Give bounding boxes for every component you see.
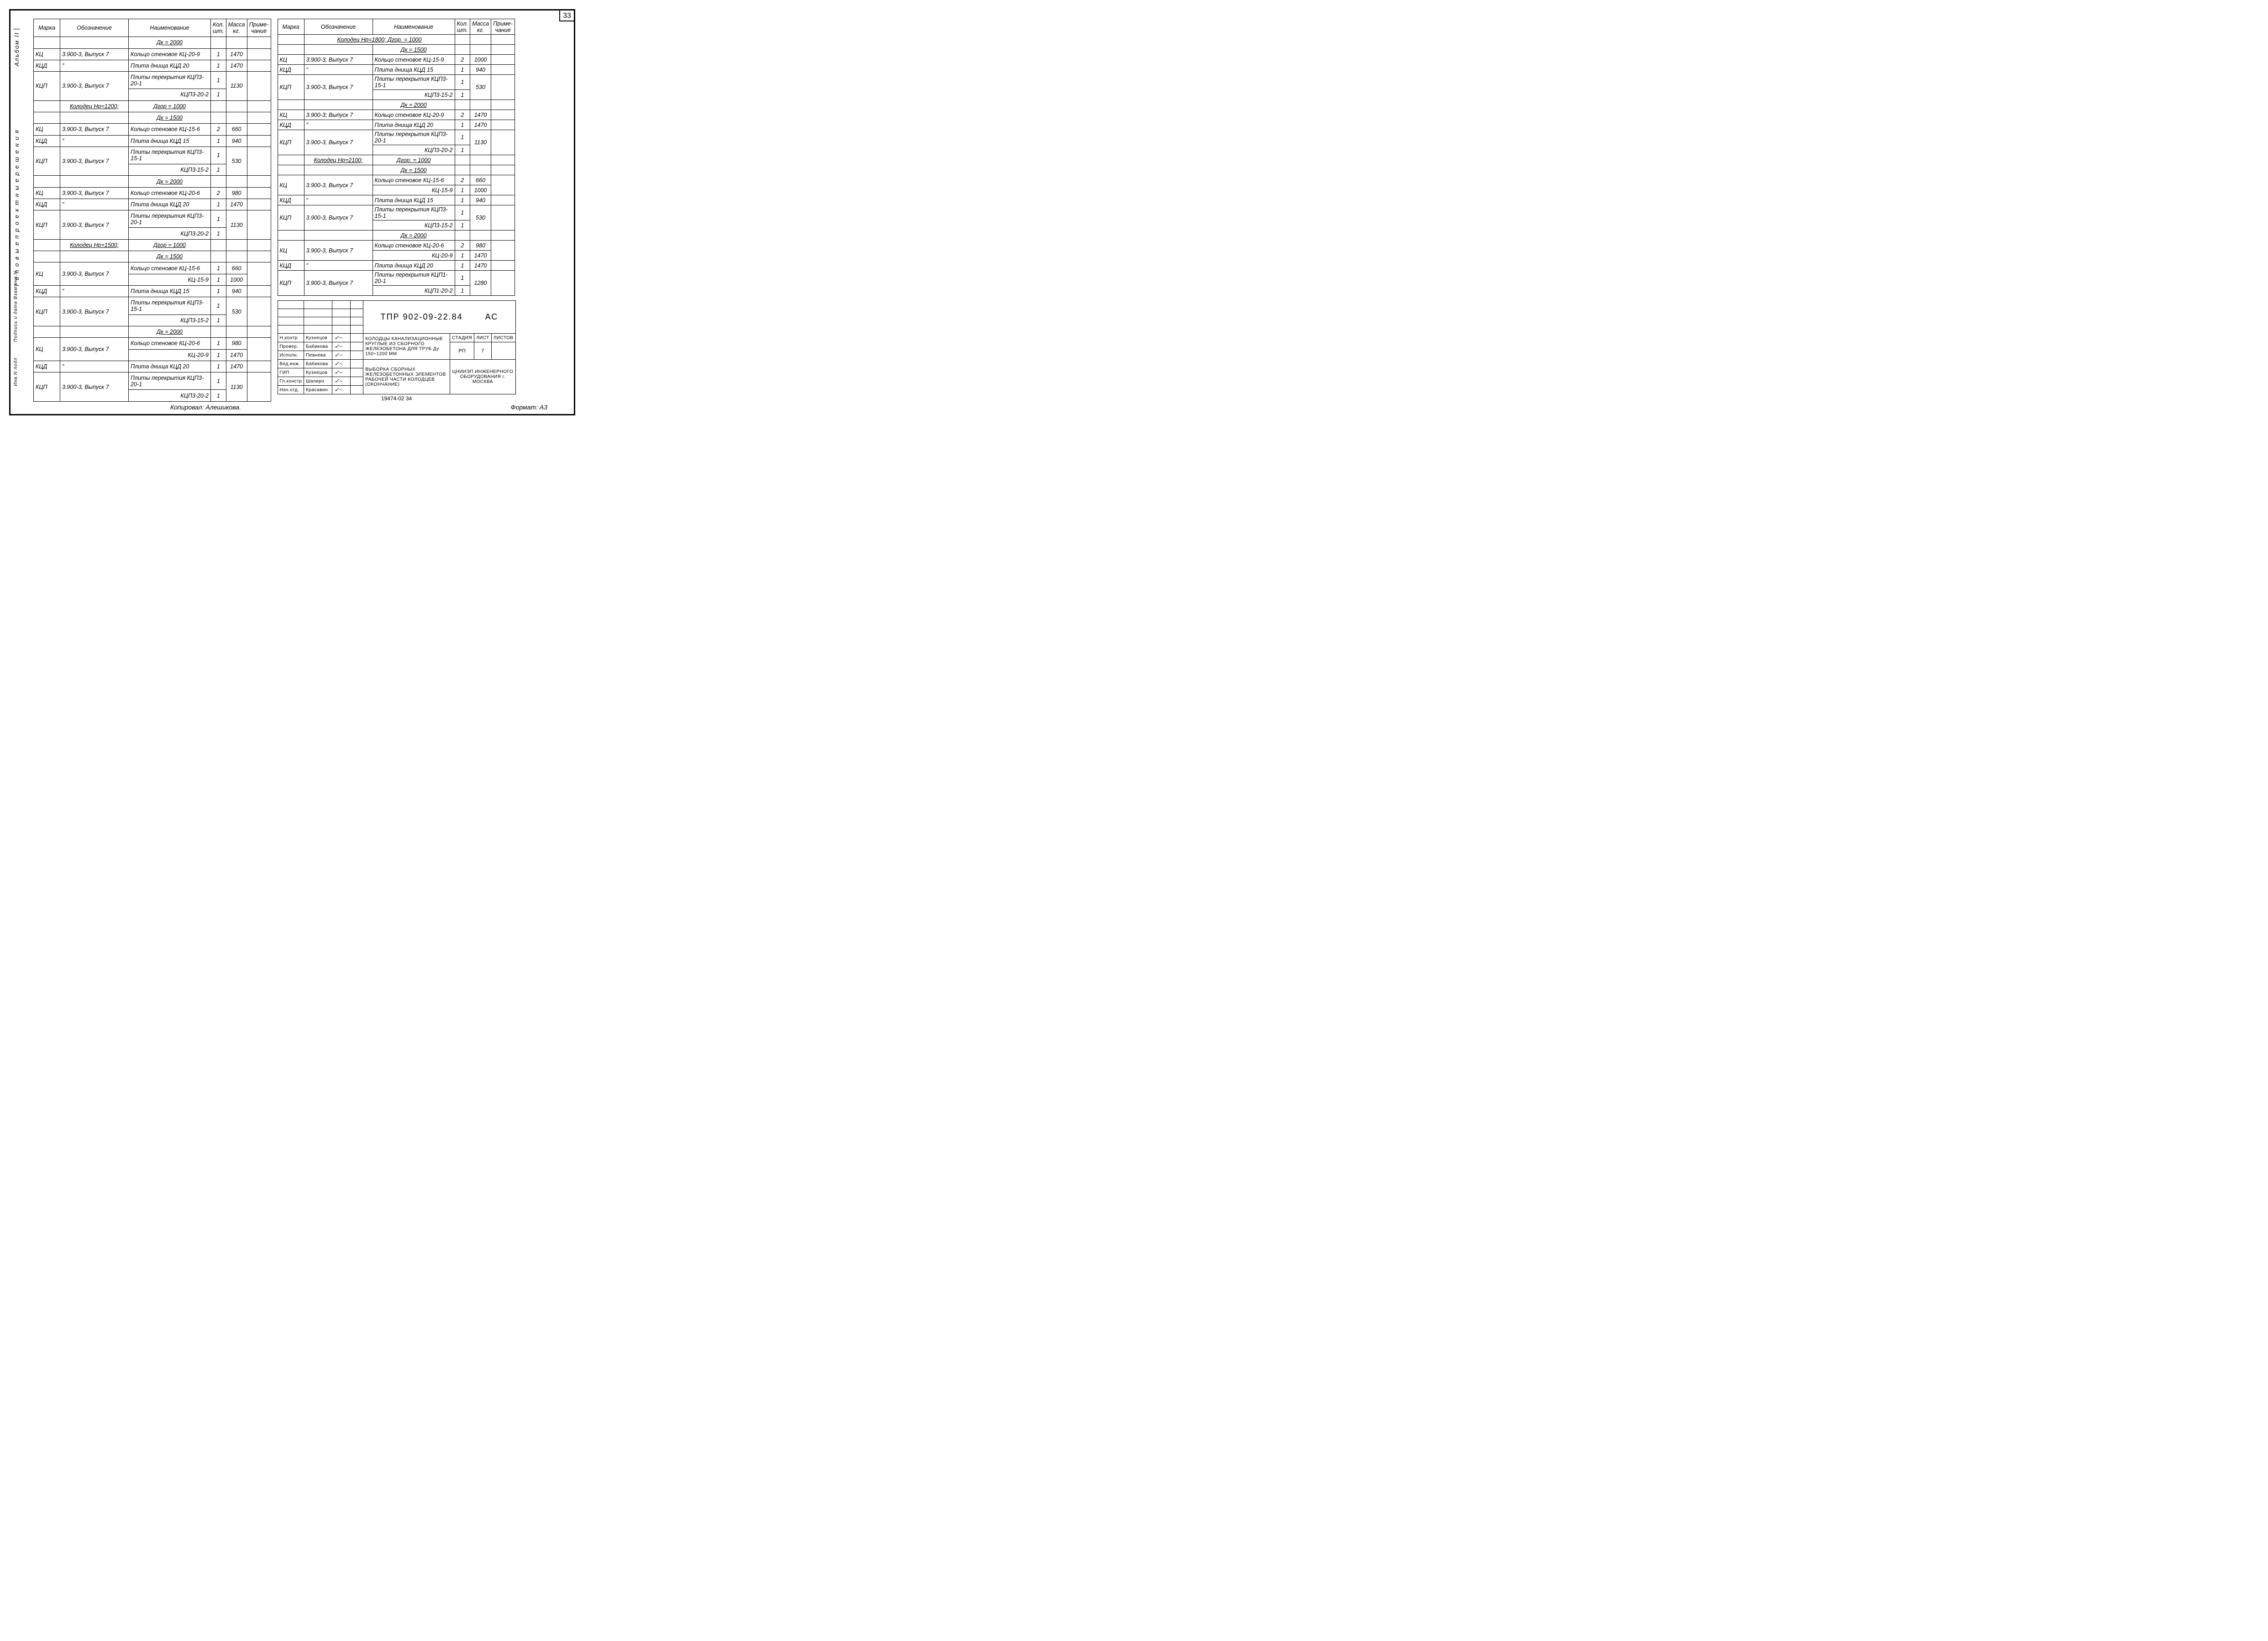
tb-series: АС	[485, 312, 499, 321]
table-row: КЦ 3.900-3, Выпуск 7 Кольцо стеновое КЦ-…	[34, 262, 271, 274]
table-row: КЦ 3.900-3, Выпуск 7 Кольцо стеновое КЦ-…	[34, 124, 271, 135]
table-row: КЦП 3.900-3, Выпуск 7 Плиты перекрытия К…	[34, 210, 271, 228]
section-header: Дк = 2000	[278, 100, 515, 110]
table-row: КЦД ″ Плита днища КЦД 20 1 1470	[34, 361, 271, 372]
section-header: Дк = 2000	[34, 326, 271, 337]
table-row: КЦ 3.900-3; Выпуск 7 Кольцо стеновое КЦ-…	[278, 110, 515, 120]
table-row: КЦД ″ Плита днища КЦД 20 1 1470	[278, 120, 515, 130]
section-header: Дк = 1500	[278, 45, 515, 55]
section-header: Колодец Нр=1800; Дгор. = 1000	[278, 35, 515, 45]
footer-copied: Копировал: Алешикова.	[170, 404, 241, 411]
table-row: КЦП 3.900-3, Выпуск 7 Плиты перекрытия К…	[34, 372, 271, 390]
tb-role-row: Н.контр Кузнецов ✓~ КОЛОДЦЫ КАНАЛИЗАЦИОН…	[278, 334, 515, 342]
table-row: КЦП 3.900-3, Выпуск 7 Плиты перекрытия К…	[34, 297, 271, 315]
table-row: КЦД ″ Плита днища КЦД 15 1 940	[34, 135, 271, 147]
th-marka: Марка	[34, 19, 60, 37]
side-label-inv: Инв.N подл	[13, 357, 18, 386]
table-row: КЦП 3.900-3, Выпуск 7 Плиты перекрытия К…	[278, 75, 515, 90]
table-row: КЦП 3.900-3, Выпуск 7 Плиты перекрытия К…	[278, 205, 515, 220]
signature: ✓~	[332, 334, 351, 342]
th-mass: Масса кг.	[470, 19, 491, 35]
th-oboz: Обозначение	[60, 19, 129, 37]
th-mass: Масса кг.	[226, 19, 247, 37]
th-marka: Марка	[278, 19, 304, 35]
signature: ✓~	[332, 386, 351, 394]
section-header: Колодец Нр=2100; Дгор. = 1000	[278, 155, 515, 165]
table-row: КЦ 3.900-3, Выпуск 7 Кольцо стеновое КЦ-…	[34, 338, 271, 349]
tb-code: ТПР 902-09-22.84	[381, 312, 463, 321]
th-kol: Кол. шт.	[211, 19, 226, 37]
section-header: Дк = 2000	[34, 176, 271, 187]
footer-format: Формат: А3	[511, 404, 548, 411]
side-label-sig: Подпись и дата Взам.инв.N	[13, 271, 18, 342]
th-kol: Кол. шт.	[455, 19, 470, 35]
tb-org: ЦНИИЭП ИНЖЕНЕРНОГО ОБОРУДОВАНИЯ г. МОСКВ…	[450, 360, 515, 394]
table-row: КЦ 3.900-3, Выпуск 7 Кольцо стеновое КЦ-…	[34, 48, 271, 60]
table-row: КЦ 3.900-3, Выпуск 7 Кольцо стеновое КЦ-…	[278, 55, 515, 65]
table-row: КЦД ″ Плита днища КЦД 20 1 1470	[34, 60, 271, 71]
th-naim: Наименование	[373, 19, 455, 35]
tb-stage: РП	[450, 342, 474, 360]
th-oboz: Обозначение	[304, 19, 373, 35]
table-row: КЦД ″ Плита днища КЦД 15 1 940	[34, 286, 271, 297]
th-naim: Наименование	[129, 19, 211, 37]
tb-sheet-h: ЛИСТ	[474, 334, 492, 342]
section-header: Дк = 1500	[278, 165, 515, 175]
table-row: КЦП 3.900-3, Выпуск 7 Плиты перекрытия К…	[34, 147, 271, 164]
table-row: КЦД ″ Плита днища КЦД 15 1 940	[278, 195, 515, 205]
section-header: Дк = 1500	[34, 251, 271, 262]
tb-sheet: 7	[474, 342, 492, 360]
tb-below: 19474-02 34	[278, 395, 516, 402]
tb-role-row: Вед.инж. Бабикова ✓~ ВЫБОРКА СБОРНЫХ ЖЕЛ…	[278, 360, 515, 368]
spec-table-right: Марка Обозначение Наименование Кол. шт. …	[278, 19, 515, 296]
signature: ✓~	[332, 368, 351, 377]
section-header: Колодец Нр=1200; Дгор = 1000	[34, 100, 271, 112]
side-label-album: Альбом II	[13, 29, 20, 66]
table-row: КЦД ″ Плита днища КЦД 20 1 1470	[34, 199, 271, 210]
table-row: КЦП 3.900-3, Выпуск 7 Плиты перекрытия К…	[34, 72, 271, 89]
tb-title1: КОЛОДЦЫ КАНАЛИЗАЦИОННЫЕ КРУГЛЫЕ ИЗ СБОРН…	[363, 334, 450, 360]
section-header: Дк = 1500	[34, 112, 271, 123]
table-row: КЦД ″ Плита днища КЦД 20 1 1470	[278, 261, 515, 271]
tb-stage-h: СТАДИЯ	[450, 334, 474, 342]
page-number: 33	[559, 10, 575, 21]
table-row: КЦП 3.900-3, Выпуск 7 Плиты перекрытия К…	[278, 271, 515, 286]
table-row: КЦ 3.900-3, Выпуск 7 Кольцо стеновое КЦ-…	[278, 241, 515, 251]
section-header: Дк = 2000	[34, 37, 271, 48]
table-row: КЦП 3.900-3, Выпуск 7 Плиты перекрытия К…	[278, 130, 515, 145]
tb-title2: ВЫБОРКА СБОРНЫХ ЖЕЛЕЗОБЕТОННЫХ ЭЛЕМЕНТОВ…	[363, 360, 450, 394]
signature: ✓~	[332, 377, 351, 386]
table-row: КЦ 3.900-3, Выпуск 7 Кольцо стеновое КЦ-…	[278, 175, 515, 185]
section-header: Колодец Нр=1500; Дгор = 1000	[34, 239, 271, 251]
title-block: ТПР 902-09-22.84 АС Н.контр Кузнецов ✓~ …	[278, 300, 516, 394]
th-prim: Приме- чание	[491, 19, 515, 35]
th-prim: Приме- чание	[247, 19, 271, 37]
table-row: КЦ 3.900-3, Выпуск 7 Кольцо стеновое КЦ-…	[34, 187, 271, 199]
drawing-sheet: 33 Альбом II Т и п о в ы е п р о е к т н…	[9, 9, 575, 415]
table-row: КЦД ″ Плита днища КЦД 15 1 940	[278, 65, 515, 75]
tb-sheets-h: ЛИСТОВ	[491, 334, 515, 342]
signature: ✓~	[332, 342, 351, 351]
spec-table-left: Марка Обозначение Наименование Кол. шт. …	[33, 19, 271, 402]
section-header: Дк = 2000	[278, 231, 515, 241]
signature: ✓~	[332, 360, 351, 368]
signature: ✓~	[332, 351, 351, 360]
tb-sheets	[491, 342, 515, 360]
side-label-title: Т и п о в ы е п р о е к т н ы е р е ш е …	[13, 129, 20, 287]
